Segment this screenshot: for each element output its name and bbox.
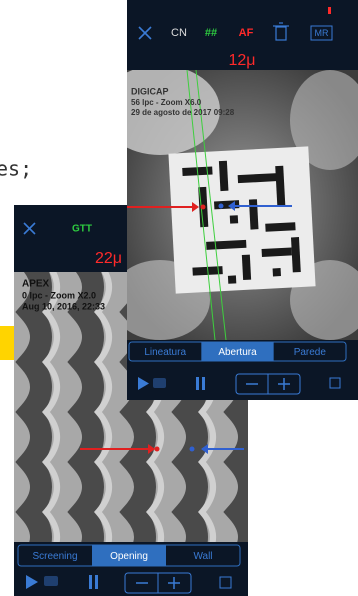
grid-button[interactable]: ## — [205, 27, 217, 39]
trash-button[interactable] — [273, 22, 289, 41]
blue-arrow — [218, 201, 292, 211]
guide-line — [195, 70, 227, 340]
background-code: es; — [0, 157, 32, 181]
tab[interactable]: Wall — [193, 551, 212, 562]
mr-box[interactable] — [310, 25, 333, 41]
stripe-highlight — [94, 272, 112, 542]
overlay-zoom: 56 lpc - Zoom X6.0 — [131, 98, 202, 107]
stripe-highlight — [42, 272, 60, 542]
red-arrow — [80, 444, 160, 454]
red-arrow — [127, 202, 206, 212]
zoom-in[interactable] — [278, 378, 290, 390]
camera-button[interactable] — [153, 378, 166, 388]
selected-tab — [201, 342, 274, 361]
pattern-block — [213, 200, 240, 210]
pattern-block — [290, 237, 301, 273]
tab[interactable]: Abertura — [218, 347, 257, 358]
selected-tab — [92, 545, 166, 566]
edit-button[interactable] — [219, 576, 232, 589]
stripe-highlight — [0, 262, 5, 562]
edit-button[interactable] — [329, 377, 341, 389]
stripe — [15, 272, 52, 542]
blue-arrow — [189, 444, 244, 454]
pattern-block — [229, 215, 239, 224]
pause-button[interactable] — [196, 377, 205, 390]
overlay-title: DIGICAP — [131, 86, 169, 96]
status-mark — [328, 7, 331, 14]
af-button[interactable]: AF — [239, 27, 254, 39]
pattern-block — [248, 199, 259, 230]
pattern-block — [261, 247, 292, 258]
stripe — [67, 272, 104, 542]
play-button[interactable] — [138, 377, 149, 390]
tab[interactable]: Parede — [294, 347, 327, 358]
play-button[interactable] — [26, 575, 38, 589]
close-icon[interactable] — [138, 26, 152, 40]
tab[interactable]: Opening — [110, 551, 148, 562]
texture — [127, 70, 220, 155]
measurement: 22μ — [95, 250, 122, 267]
pattern-block — [227, 275, 237, 284]
zoom-in[interactable] — [168, 577, 180, 589]
measurement: 12μ — [228, 52, 255, 69]
overlay-date: Aug 10, 2016, 22:33 — [22, 301, 105, 311]
pattern-block — [218, 160, 229, 192]
pattern-block — [275, 165, 286, 207]
camera-button[interactable] — [44, 576, 58, 586]
pattern-block — [237, 173, 279, 184]
cn-button[interactable]: CN — [171, 27, 187, 39]
app-label[interactable]: GTT — [72, 224, 92, 235]
tab[interactable]: Screening — [32, 551, 77, 562]
overlay-zoom: 0 lpc - Zoom X2.0 — [22, 290, 96, 300]
pattern-block — [241, 254, 252, 281]
tab[interactable]: Lineatura — [144, 347, 186, 358]
pattern-block — [265, 222, 296, 232]
close-icon[interactable] — [23, 222, 36, 235]
pause-button[interactable] — [89, 575, 98, 589]
guide-line — [186, 70, 216, 340]
overlay-date: 29 de agosto de 2017 09:28 — [131, 108, 235, 117]
overlay-title: APEX — [22, 279, 50, 290]
pattern-block — [272, 268, 281, 277]
texture — [290, 70, 358, 170]
back-screen: CN ## AF MR 12μ DIGICAP 56 lpc - Zoom X6… — [127, 0, 358, 400]
mr-button[interactable]: MR — [315, 28, 329, 38]
